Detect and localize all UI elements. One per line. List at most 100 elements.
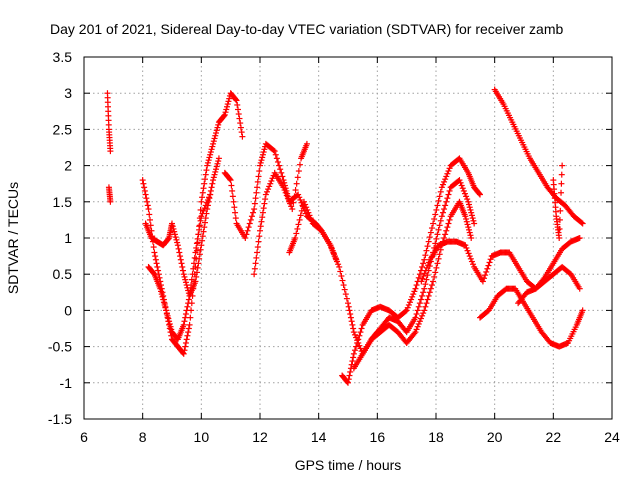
- data-point-interp: [258, 157, 265, 164]
- data-point-interp: [254, 244, 261, 251]
- data-point: [345, 300, 351, 307]
- y-tick-label: 3.5: [53, 49, 73, 65]
- data-point-interp: [196, 255, 203, 262]
- data-point-interp: [254, 184, 261, 191]
- data-point-interp: [253, 254, 260, 261]
- x-tick-label: 20: [487, 429, 503, 445]
- data-point-interp: [184, 332, 191, 339]
- data-point-interp: [446, 187, 453, 194]
- data-point: [479, 278, 486, 285]
- data-point-interp: [358, 325, 365, 332]
- data-point: [145, 206, 152, 213]
- data-point-interp: [428, 225, 435, 232]
- data-point: [301, 198, 307, 205]
- data-point-interp: [177, 256, 184, 263]
- data-point-interp: [463, 244, 470, 251]
- data-point: [262, 191, 269, 198]
- data-point-interp: [282, 189, 289, 196]
- data-point-interp: [185, 296, 192, 303]
- data-point-interp: [343, 295, 350, 302]
- data-point-interp: [215, 121, 222, 128]
- data-point-interp: [261, 200, 268, 207]
- data-point-interp: [402, 308, 409, 315]
- data-point: [157, 285, 164, 292]
- data-point-interp: [335, 261, 342, 268]
- data-point-interp: [234, 101, 241, 108]
- data-point-interp: [146, 211, 153, 218]
- data-point-interp: [262, 196, 269, 203]
- data-point-interp: [424, 296, 431, 303]
- y-tick-label: 0: [64, 302, 72, 318]
- data-point-interp: [419, 275, 426, 282]
- data-point-interp: [296, 194, 303, 201]
- data-point-interp: [421, 270, 428, 277]
- data-point-interp: [269, 175, 276, 182]
- data-point: [303, 140, 310, 147]
- data-point-interp: [252, 260, 259, 267]
- data-point-interp: [443, 173, 450, 180]
- data-point-interp: [257, 223, 264, 230]
- data-point-interp: [445, 168, 452, 175]
- data-point-interp: [306, 212, 313, 219]
- data-point-interp: [417, 296, 424, 303]
- data-point: [579, 220, 586, 227]
- y-tick-label: 2: [64, 158, 72, 174]
- data-point-interp: [556, 225, 563, 232]
- data-point-interp: [423, 276, 430, 283]
- data-point-interp: [558, 180, 565, 187]
- data-point-interp: [416, 318, 423, 325]
- data-point-interp: [203, 167, 210, 174]
- data-point-interp: [411, 330, 418, 337]
- data-point-interp: [152, 256, 159, 263]
- data-point: [186, 292, 193, 299]
- data-point-interp: [202, 171, 209, 178]
- data-point: [257, 227, 263, 234]
- data-point-interp: [162, 304, 169, 311]
- data-point: [421, 256, 428, 263]
- data-point-interp: [223, 106, 230, 113]
- data-point: [227, 177, 234, 184]
- axis-ticks: 6 8 10 12 14 16 18 20 22 24 -1.5 -1 -0.5 0 0.5 1 1.5 2 2.5…: [48, 49, 620, 445]
- chart-title: Day 201 of 2021, Sidereal Day-to-day VTE…: [50, 21, 563, 37]
- data-point-interp: [442, 231, 449, 238]
- data-point-interp: [201, 224, 208, 231]
- data-point-interp: [423, 264, 430, 271]
- data-point-interp: [290, 199, 297, 206]
- data-point-interp: [426, 234, 433, 241]
- data-point-interp: [459, 185, 466, 192]
- data-point-interp: [251, 265, 258, 272]
- data-point-interp: [406, 299, 413, 306]
- data-point-interp: [437, 246, 444, 253]
- data-point: [233, 97, 240, 104]
- data-point-interp: [246, 220, 253, 227]
- data-point-interp: [350, 354, 357, 361]
- data-point-interp: [182, 311, 189, 318]
- data-point-interp: [463, 215, 470, 222]
- data-point-interp: [187, 314, 194, 321]
- data-point-interp: [433, 206, 440, 213]
- data-point-interp: [466, 229, 473, 236]
- data-point-interp: [427, 229, 434, 236]
- data-point-interp: [556, 216, 563, 223]
- data-point-interp: [193, 273, 200, 280]
- data-point-interp: [425, 292, 432, 299]
- data-point-interp: [436, 222, 443, 229]
- data-point-interp: [303, 204, 310, 211]
- data-point-interp: [464, 196, 471, 203]
- data-point-interp: [278, 169, 285, 176]
- data-point-interp: [422, 281, 429, 288]
- data-point-interp: [237, 120, 244, 127]
- data-point-interp: [277, 166, 284, 173]
- x-axis-label: GPS time / hours: [295, 457, 402, 473]
- data-point-interp: [481, 275, 488, 282]
- data-point: [403, 307, 410, 314]
- data-point-interp: [281, 187, 288, 194]
- data-point-interp: [295, 168, 302, 175]
- data-point-interp: [466, 226, 472, 233]
- data-point-interp: [141, 187, 148, 194]
- data-point-interp: [182, 276, 189, 283]
- data-point-interp: [338, 273, 345, 280]
- data-point-interp: [142, 191, 149, 198]
- data-point-interp: [558, 171, 565, 178]
- data-point: [421, 285, 428, 292]
